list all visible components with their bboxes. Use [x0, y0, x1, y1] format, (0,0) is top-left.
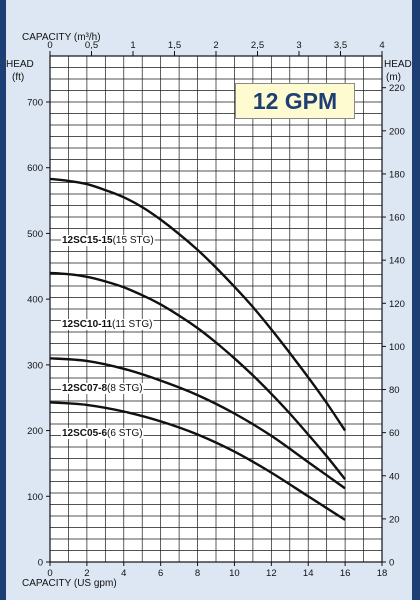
top-tick-label: 4: [379, 40, 384, 51]
left-tick-label: 500: [27, 229, 43, 240]
series-label-12sc10-11: 12SC10-11(11 STG): [62, 319, 152, 330]
curve-12sc10-11: [49, 271, 347, 480]
top-axis-title: CAPACITY (m³/h): [22, 32, 101, 43]
series-stages: (8 STG): [107, 383, 143, 394]
series-label-12sc05-6: 12SC05-6(6 STG): [62, 428, 143, 439]
right-axis-unit: (m): [386, 72, 401, 83]
top-tick-label: 0,5: [85, 40, 98, 51]
top-tick-label: 3,5: [334, 40, 347, 51]
right-tick-label: 80: [389, 385, 400, 396]
left-tick-label: 200: [27, 426, 43, 437]
left-axis-unit: (ft): [12, 72, 24, 83]
top-tick-label: 2,5: [251, 40, 264, 51]
right-tick-label: 60: [389, 428, 400, 439]
right-tick-label: 100: [389, 342, 405, 353]
tick-labels: 0 2 4 6 8 10 12 14 16 180 0,5 1 1,5 2 2,5 3 3,5 401002003…: [27, 40, 405, 579]
right-tick-label: 140: [389, 256, 405, 267]
series-label-12sc07-8: 12SC07-8(8 STG): [62, 383, 143, 394]
bottom-tick-label: 12: [266, 568, 277, 579]
bottom-tick-label: 4: [121, 568, 126, 579]
top-tick-label: 1,5: [168, 40, 181, 51]
gpm-badge: 12 GPM: [235, 83, 355, 119]
series-name: 12SC15-15: [62, 235, 113, 246]
right-tick-label: 200: [389, 126, 405, 137]
pump-curve-svg: 0 2 4 6 8 10 12 14 16 180 0,5 1 1,5 2 2,5 3 3,5 401002003…: [6, 32, 412, 589]
left-tick-label: 400: [27, 295, 43, 306]
series-label-background: [61, 383, 144, 394]
bottom-tick-label: 6: [158, 568, 163, 579]
left-tick-label: 100: [27, 492, 43, 503]
series-stages: (15 STG): [113, 235, 154, 246]
right-axis-title: HEAD: [384, 59, 412, 70]
curve-12sc05-6: [49, 401, 346, 521]
top-tick-label: 1: [130, 40, 135, 51]
right-tick-label: 40: [389, 471, 400, 482]
pump-curve-chart: 0 2 4 6 8 10 12 14 16 18 0 0,5 1 1,5 2 2,5 3 3,5 4 0 100 200 3…: [6, 0, 412, 600]
curve-12sc07-8: [49, 357, 346, 490]
right-tick-label: 160: [389, 213, 405, 224]
bottom-axis-title: CAPACITY (US gpm): [22, 578, 117, 589]
right-tick-label: 220: [389, 83, 405, 94]
series-label-background: [61, 235, 155, 246]
series-name: 12SC10-11: [62, 319, 112, 330]
bottom-tick-label: 8: [195, 568, 200, 579]
left-tick-label: 600: [27, 163, 43, 174]
left-tick-label: 0: [38, 558, 43, 569]
right-tick-label: 120: [389, 299, 405, 310]
series-name: 12SC07-8: [62, 383, 107, 394]
curve-12sc15-15: [49, 177, 347, 432]
bottom-tick-label: 14: [303, 568, 314, 579]
top-tick-label: 0: [47, 40, 52, 51]
bottom-tick-label: 18: [377, 568, 388, 579]
bottom-tick-label: 2: [84, 568, 89, 579]
bottom-tick-label: 0: [47, 568, 52, 579]
series-name: 12SC05-6: [62, 428, 107, 439]
bottom-tick-label: 10: [229, 568, 240, 579]
curves: [49, 177, 347, 521]
top-tick-label: 2: [213, 40, 218, 51]
series-stages: (6 STG): [107, 428, 143, 439]
left-axis-title: HEAD: [6, 59, 34, 70]
series-stages: (11 STG): [112, 319, 152, 330]
right-tick-label: 180: [389, 169, 405, 180]
bottom-tick-label: 16: [340, 568, 351, 579]
top-tick-label: 3: [296, 40, 301, 51]
right-tick-label: 20: [389, 514, 400, 525]
series-label-12sc15-15: 12SC15-15(15 STG): [62, 235, 154, 246]
series-label-background: [61, 319, 154, 330]
series-label-background: [61, 428, 144, 439]
left-tick-label: 300: [27, 360, 43, 371]
series-labels: 12SC15-15(15 STG) 12SC10-11(11 STG) 12SC07…: [61, 235, 155, 439]
right-tick-label: 0: [389, 558, 394, 569]
left-tick-label: 700: [27, 98, 43, 109]
grid: [49, 55, 383, 563]
